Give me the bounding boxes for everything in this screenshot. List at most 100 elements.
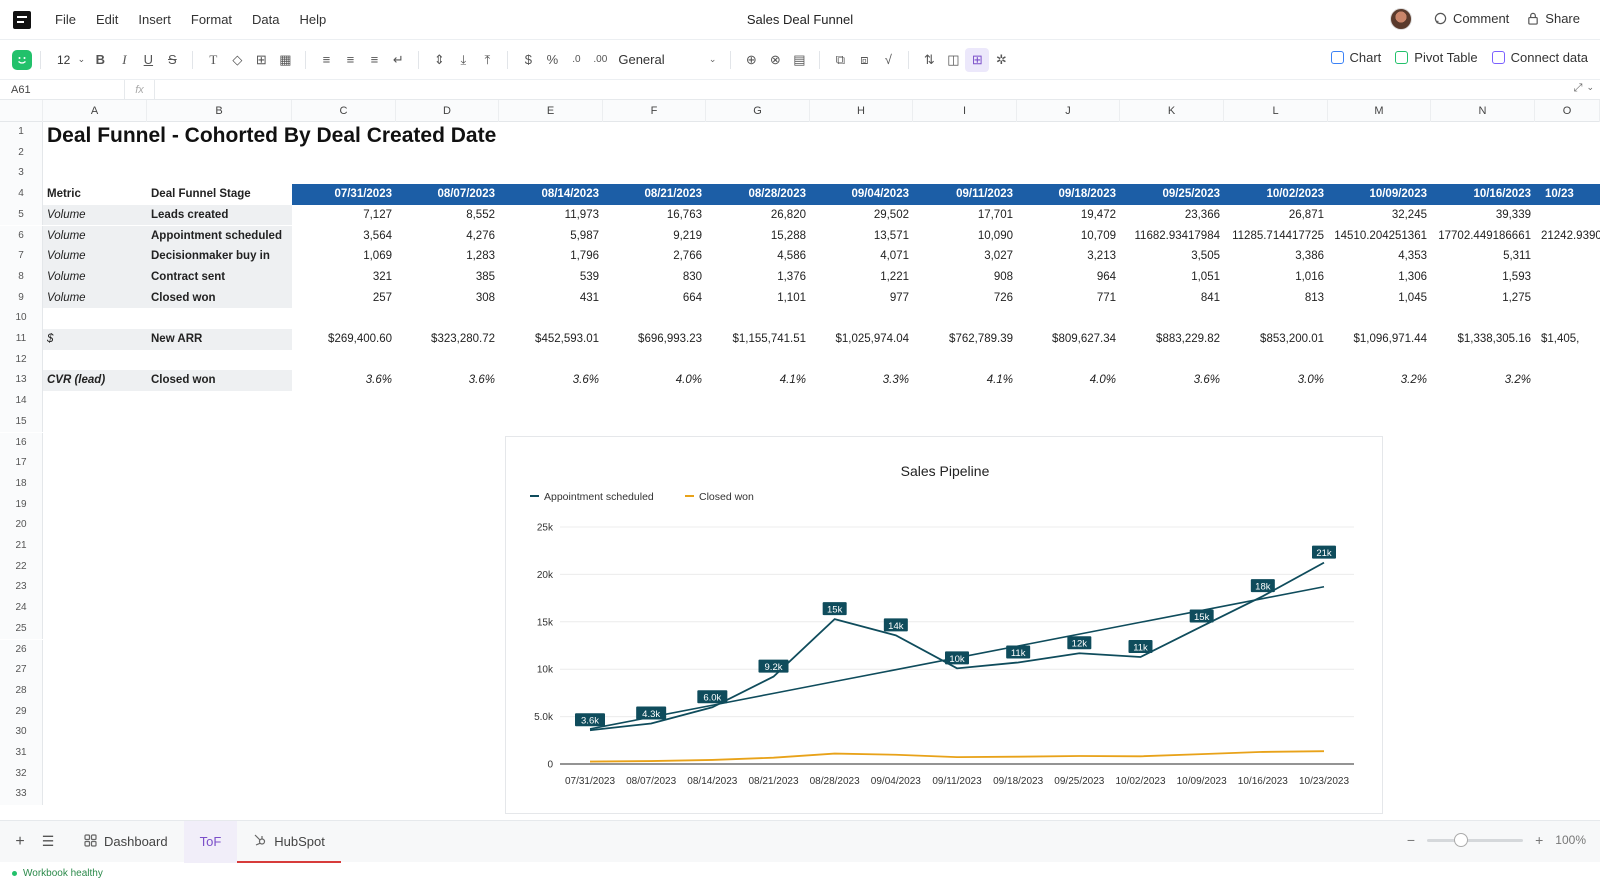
date-header[interactable]: 10/23 [1545,188,1574,201]
value-cell[interactable]: 26,820 [770,208,806,221]
value-cell[interactable]: 10,090 [977,229,1013,242]
value-cell[interactable]: 4.0% [675,374,702,387]
row-header[interactable]: 10 [0,308,43,329]
column-header-l[interactable]: L [1224,100,1328,122]
bold-icon[interactable]: B [95,52,106,67]
value-cell[interactable]: 29,502 [873,208,909,221]
expand-formula-icon[interactable]: ⤢ [1573,82,1583,94]
date-header[interactable]: 10/16/2023 [1473,188,1531,201]
date-header[interactable]: 08/14/2023 [541,188,599,201]
value-cell[interactable]: 3,386 [1295,250,1324,263]
column-header-n[interactable]: N [1431,100,1535,122]
share-button[interactable]: Share [1521,7,1586,30]
date-header[interactable]: 07/31/2023 [334,188,392,201]
column-header-h[interactable]: H [810,100,913,122]
value-cell[interactable]: 4.1% [779,374,806,387]
text-color-icon[interactable]: T [209,51,218,67]
valign-middle-icon[interactable]: ⇕ [433,51,445,67]
value-cell[interactable]: $809,627.34 [1052,333,1116,345]
sheet-list-icon[interactable]: ☰ [41,833,55,849]
value-cell[interactable]: $1,338,305.16 [1457,333,1531,345]
value-cell[interactable]: 1,376 [777,270,806,283]
date-header[interactable]: 09/25/2023 [1162,188,1220,201]
value-cell[interactable]: 813 [1304,291,1324,304]
value-cell[interactable]: 3.0% [1297,374,1324,387]
value-cell[interactable]: 15,288 [770,229,806,242]
row-header[interactable]: 17 [0,453,43,474]
pivot-table-button[interactable]: Pivot Table [1395,50,1478,65]
row-header[interactable]: 27 [0,660,43,681]
value-cell[interactable]: $1,096,971.44 [1353,333,1427,345]
value-cell[interactable]: $762,789.39 [949,333,1013,345]
value-cell[interactable]: 908 [993,270,1013,283]
date-header[interactable]: 10/02/2023 [1266,188,1324,201]
value-cell[interactable]: 726 [993,291,1013,304]
stage-cell[interactable]: Appointment scheduled [151,229,282,242]
value-cell[interactable]: 23,366 [1184,208,1220,221]
metric-cell[interactable]: Volume [47,291,86,304]
font-size-select[interactable]: 12 [57,52,71,67]
decrease-decimal-icon[interactable]: .0 [572,54,581,65]
row-header[interactable]: 1 [0,122,43,143]
value-cell[interactable]: 4,586 [777,250,806,263]
value-cell[interactable] [1535,370,1600,391]
table-icon[interactable]: ▤ [793,51,806,67]
column-header-g[interactable]: G [706,100,810,122]
tab-dashboard[interactable]: Dashboard [68,821,184,863]
metric-cell[interactable]: Volume [47,208,86,221]
value-cell[interactable]: 3.6% [1193,374,1220,387]
menu-data[interactable]: Data [252,12,280,27]
column-header-b[interactable]: B [147,100,292,122]
value-cell[interactable]: 3,213 [1087,250,1116,263]
value-cell[interactable]: 2,766 [673,250,702,263]
value-cell[interactable]: $323,280.72 [431,333,495,345]
value-cell[interactable]: $883,229.82 [1156,333,1220,345]
value-cell[interactable]: 1,221 [880,270,909,283]
value-cell[interactable] [1535,267,1600,288]
row-header[interactable]: 26 [0,639,43,661]
assistant-icon[interactable] [12,49,32,70]
app-logo-icon[interactable] [13,10,31,29]
sheet-title[interactable]: Deal Funnel - Cohorted By Deal Created D… [47,124,497,147]
stage-cell[interactable]: Closed won [151,374,216,387]
row-header[interactable]: 13 [0,370,43,392]
value-cell[interactable]: 39,339 [1495,208,1531,221]
row-header[interactable]: 30 [0,722,43,743]
valign-top-icon[interactable]: ⤒ [484,51,491,67]
row-header[interactable]: 22 [0,556,43,578]
insert-icon[interactable]: ⊕ [745,51,757,67]
value-cell[interactable]: 21242.9390 [1541,229,1600,242]
wrap-text-icon[interactable]: ↵ [392,51,404,67]
value-cell[interactable]: 841 [1200,291,1220,304]
row-header[interactable]: 7 [0,246,43,267]
zoom-in-icon[interactable]: + [1535,832,1544,848]
align-center-icon[interactable]: ≡ [346,52,355,67]
metric-header[interactable]: Metric [47,188,81,201]
underline-icon[interactable]: U [143,52,154,67]
row-header[interactable]: 4 [0,184,43,205]
column-header-a[interactable]: A [43,100,147,122]
percent-icon[interactable]: % [546,52,559,67]
value-cell[interactable]: 7,127 [363,208,392,221]
sort-icon[interactable]: ⇅ [923,51,935,67]
stage-cell[interactable]: Contract sent [151,270,226,283]
date-header[interactable]: 08/07/2023 [437,188,495,201]
column-header-o[interactable]: O [1535,100,1600,122]
column-header-f[interactable]: F [603,100,706,122]
metric-cell[interactable]: CVR (lead) [47,374,106,387]
row-header[interactable]: 11 [0,329,43,350]
menu-edit[interactable]: Edit [95,12,119,27]
date-header[interactable]: 09/18/2023 [1058,188,1116,201]
date-header[interactable]: 09/04/2023 [851,188,909,201]
valign-bottom-icon[interactable]: ⤓ [460,51,467,67]
number-format-select[interactable]: General ⌄ [612,52,722,67]
align-left-icon[interactable]: ≡ [322,52,331,67]
value-cell[interactable]: 3.2% [1400,374,1427,387]
add-sheet-icon[interactable]: + [15,832,25,850]
italic-icon[interactable]: I [122,51,127,67]
value-cell[interactable]: 5,987 [570,229,599,242]
settings-icon[interactable]: ✲ [995,51,1007,67]
row-header[interactable]: 5 [0,204,43,226]
formula-input[interactable] [155,80,1600,99]
freeze-icon[interactable]: ◫ [947,51,960,67]
